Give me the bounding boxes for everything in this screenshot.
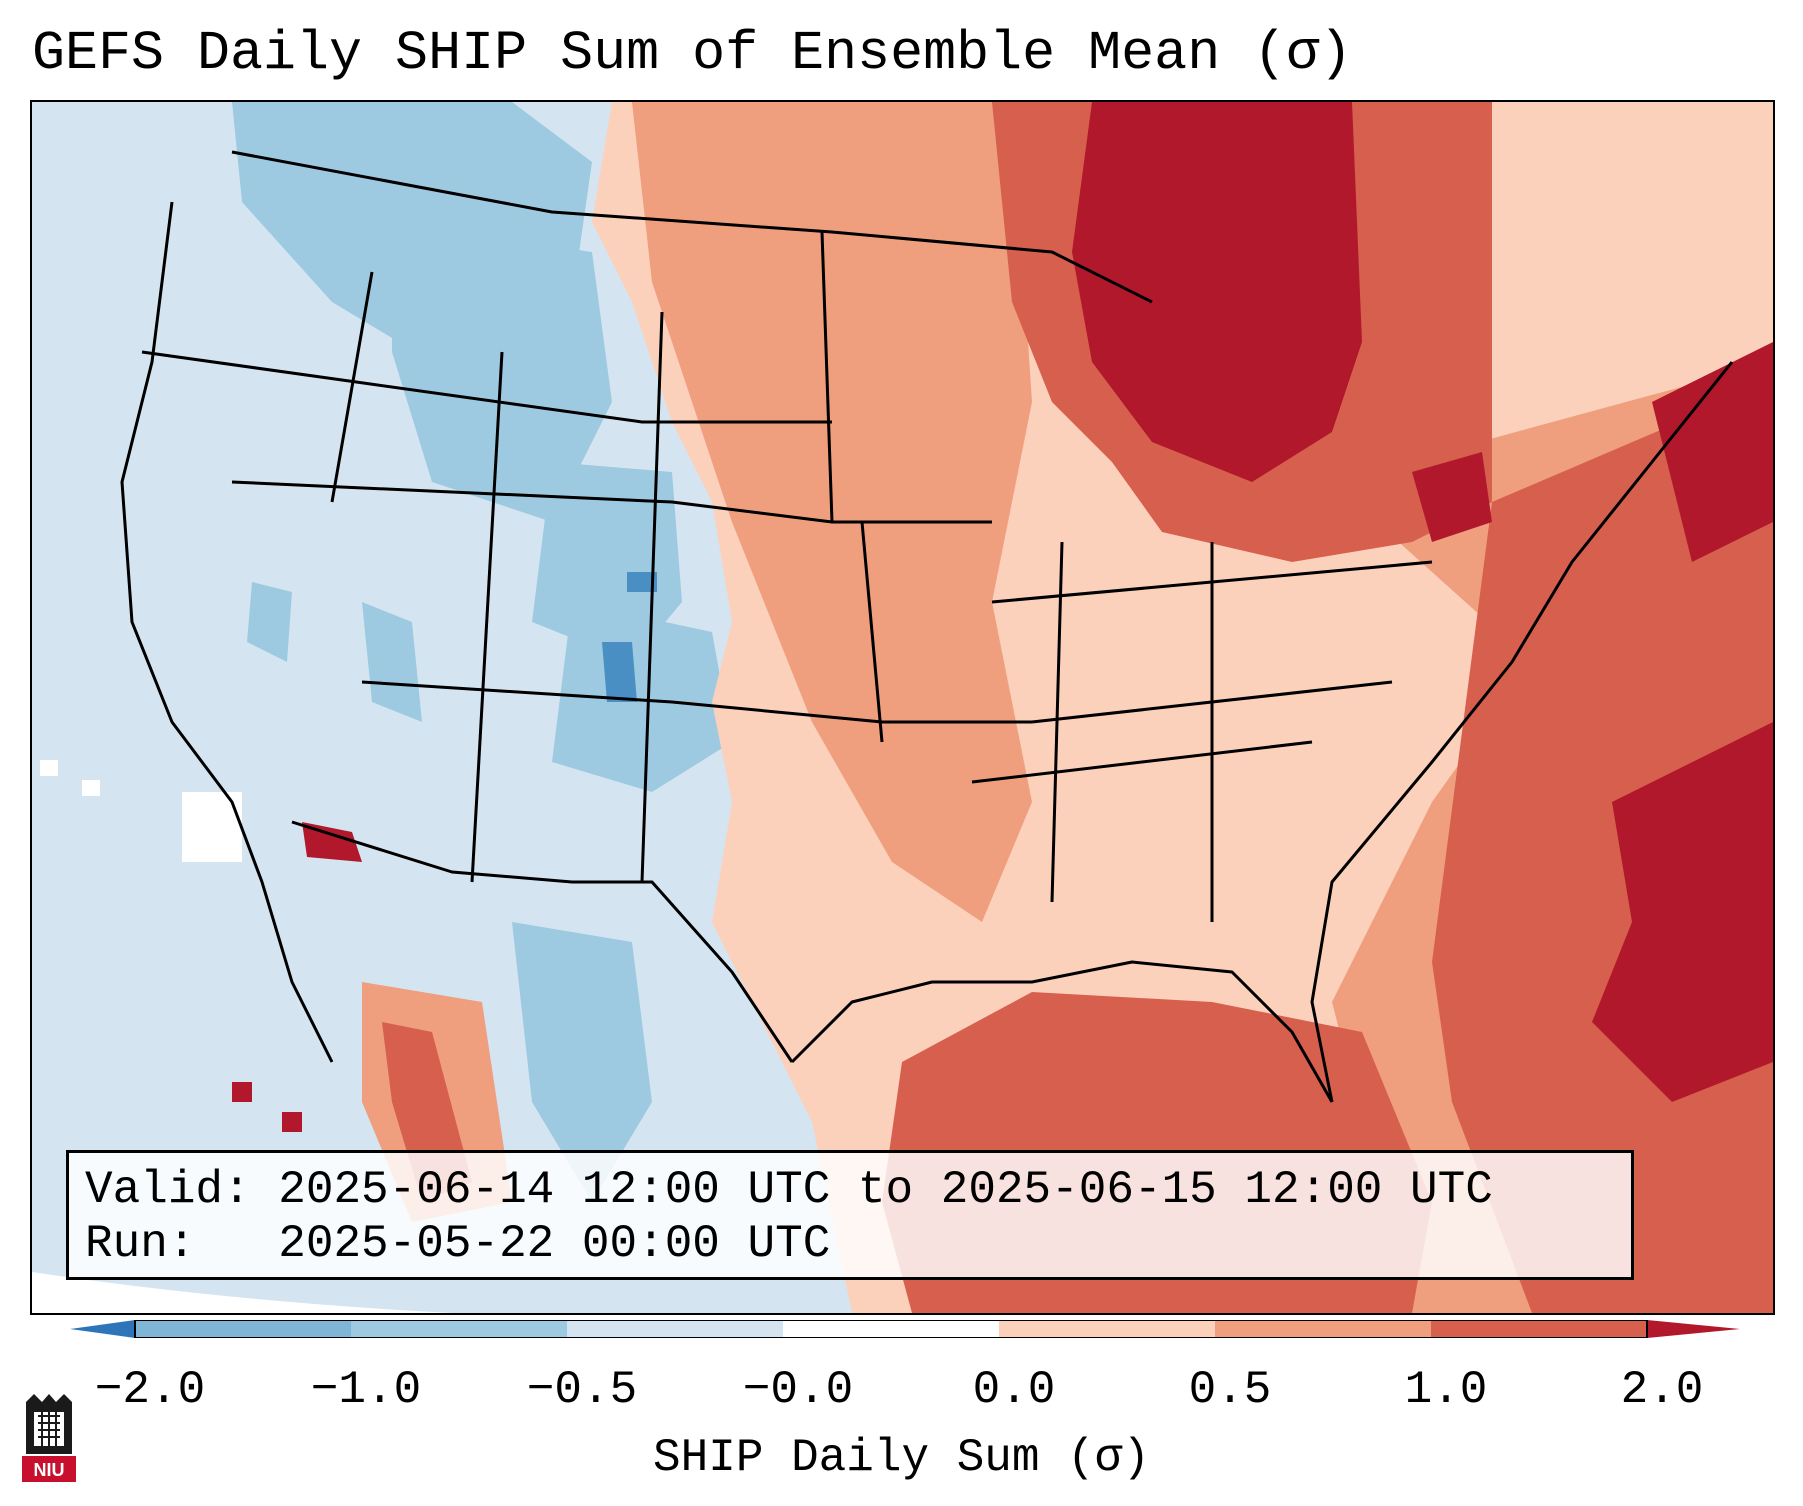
colorbar-tick-label: −2.0 <box>94 1364 206 1416</box>
colorbar-tick-label: −0.0 <box>742 1364 854 1416</box>
colorbar-tick-label: 1.0 <box>1404 1364 1488 1416</box>
blue-anomaly-regions <box>232 102 732 1202</box>
run-time-line: Run: 2025-05-22 00:00 UTC <box>85 1218 831 1270</box>
projection-edge <box>32 1272 453 1313</box>
niu-logo-icon: NIU <box>22 1394 76 1482</box>
colorbar-seg-3 <box>567 1320 783 1338</box>
colorbar-tick-label: −1.0 <box>310 1364 422 1416</box>
colorbar-tick-label: −0.5 <box>526 1364 638 1416</box>
colorbar-low-extend <box>70 1320 135 1338</box>
colorbar-seg-1 <box>135 1320 351 1338</box>
valid-run-info-box: Valid: 2025-06-14 12:00 UTC to 2025-06-1… <box>66 1150 1634 1280</box>
valid-time-line: Valid: 2025-06-14 12:00 UTC to 2025-06-1… <box>85 1164 1493 1216</box>
colorbar-seg-7 <box>1431 1320 1647 1338</box>
colorbar-seg-4 <box>783 1320 999 1338</box>
boundary-lines <box>120 150 1734 1103</box>
anomaly-map <box>32 102 1773 1313</box>
colorbar-tick-label: 2.0 <box>1620 1364 1704 1416</box>
colorbar-high-extend <box>1647 1320 1740 1338</box>
colorbar-label: SHIP Daily Sum (σ) <box>653 1432 1150 1484</box>
colorbar-seg-6 <box>1215 1320 1431 1338</box>
logo-text: NIU <box>34 1460 65 1480</box>
red-anomaly-regions <box>232 102 1773 1313</box>
colorbar-tick-label: 0.0 <box>972 1364 1056 1416</box>
colorbar <box>70 1320 1740 1338</box>
colorbar-seg-5 <box>999 1320 1215 1338</box>
colorbar-tick-label: 0.5 <box>1188 1364 1272 1416</box>
colorbar-seg-2 <box>351 1320 567 1338</box>
map-panel[interactable] <box>30 100 1775 1315</box>
map-title: GEFS Daily SHIP Sum of Ensemble Mean (σ) <box>32 22 1353 85</box>
